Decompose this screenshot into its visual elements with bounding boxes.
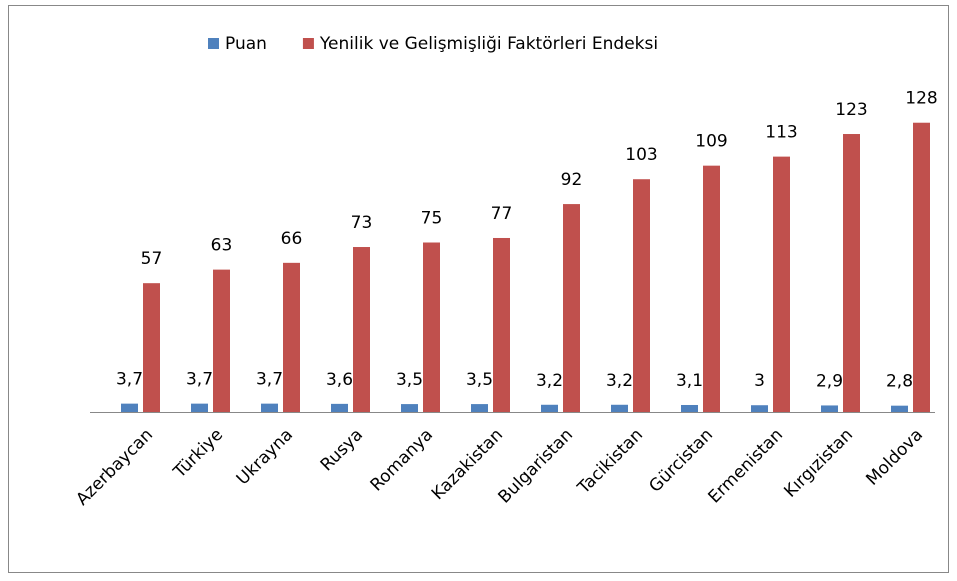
bar xyxy=(353,247,370,412)
data-label: 113 xyxy=(765,123,797,143)
data-label: 57 xyxy=(141,249,163,269)
bar xyxy=(261,403,278,412)
data-label: 109 xyxy=(695,132,727,152)
bar xyxy=(493,237,510,412)
data-label: 3,7 xyxy=(256,370,283,390)
legend-label: Yenilik ve Gelişmişliği Faktörleri Endek… xyxy=(319,34,658,54)
bar xyxy=(773,156,790,412)
bar xyxy=(703,165,720,412)
legend-label: Puan xyxy=(225,34,267,54)
data-label: 3,7 xyxy=(116,370,143,390)
data-label: 2,8 xyxy=(886,372,913,392)
legend-swatch xyxy=(208,38,219,49)
data-label: 77 xyxy=(491,204,513,224)
bar xyxy=(913,122,930,412)
data-label: 73 xyxy=(351,213,373,233)
bar xyxy=(331,403,348,412)
data-label: 103 xyxy=(625,145,657,165)
data-label: 3 xyxy=(754,371,765,391)
bar xyxy=(681,404,698,412)
data-label: 3,2 xyxy=(606,371,633,391)
bar xyxy=(843,134,860,412)
data-label: 3,7 xyxy=(186,370,213,390)
bar xyxy=(611,404,628,412)
bar xyxy=(821,405,838,412)
data-label: 92 xyxy=(561,170,583,190)
data-label: 75 xyxy=(421,209,443,229)
bar xyxy=(213,269,230,412)
data-label: 3,5 xyxy=(396,370,423,390)
data-label: 3,6 xyxy=(326,370,353,390)
data-label: 123 xyxy=(835,100,867,120)
chart-frame xyxy=(8,5,949,573)
data-label: 3,5 xyxy=(466,370,493,390)
bar xyxy=(541,404,558,412)
data-label: 3,2 xyxy=(536,371,563,391)
bar xyxy=(471,404,488,412)
bar xyxy=(751,405,768,412)
legend-swatch xyxy=(302,38,314,49)
data-label: 128 xyxy=(905,89,937,109)
data-label: 3,1 xyxy=(676,371,703,391)
bar xyxy=(191,403,208,412)
bar xyxy=(121,403,138,412)
bar xyxy=(143,283,160,412)
bar xyxy=(401,404,418,412)
data-label: 63 xyxy=(211,236,233,256)
bar xyxy=(891,405,908,412)
bar xyxy=(563,204,580,412)
data-label: 2,9 xyxy=(816,371,843,391)
data-label: 66 xyxy=(281,229,303,249)
bar xyxy=(423,242,440,412)
bar xyxy=(633,179,650,412)
bar xyxy=(283,262,300,412)
